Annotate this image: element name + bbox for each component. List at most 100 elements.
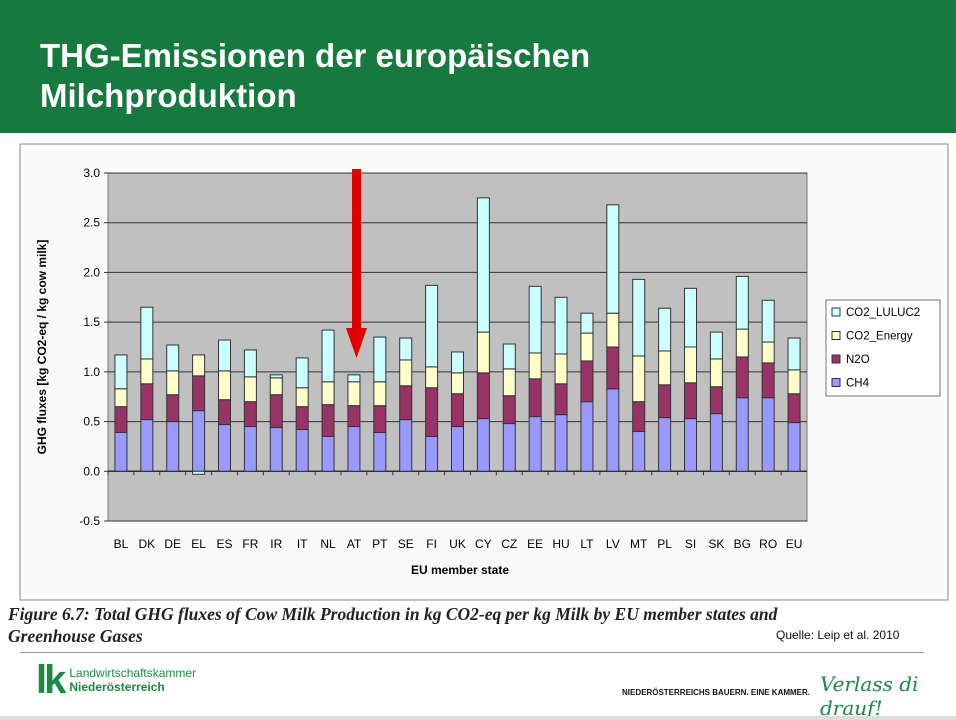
bar-n2o-uk <box>451 393 464 428</box>
bar-co2_luluc2-uk <box>451 351 464 374</box>
x-tick-label: DK <box>138 537 155 551</box>
bar-co2_energy-dk <box>140 358 154 385</box>
slide-title: THG-Emissionen der europäischen Milchpro… <box>40 36 840 116</box>
bar-co2_luluc2-hu <box>554 296 568 355</box>
x-tick-label: LT <box>580 537 594 551</box>
bar-co2_energy-eu <box>787 369 801 395</box>
bar-co2_luluc2-sk <box>709 331 723 360</box>
bar-co2_luluc2-eu <box>787 337 801 371</box>
legend-label: N2O <box>846 354 870 366</box>
title-line-1: THG-Emissionen der europäischen <box>40 37 591 74</box>
bar-n2o-ee <box>528 378 542 418</box>
bar-n2o-pl <box>658 384 672 419</box>
tagline: Verlass di drauf! <box>820 672 919 720</box>
legend-label: CO2_Energy <box>846 331 913 343</box>
bar-n2o-mt <box>632 401 646 433</box>
x-tick-label: RO <box>759 537 777 551</box>
bar-ch4-se <box>399 419 413 472</box>
x-tick-label: AT <box>347 537 362 551</box>
x-tick-label: PT <box>372 537 388 551</box>
figure-caption: Figure 6.7: Total GHG fluxes of Cow Milk… <box>8 603 908 647</box>
bar-co2_luluc2-lt <box>580 312 594 334</box>
x-tick-label: MT <box>630 537 648 551</box>
bar-co2_energy-cy <box>476 331 490 374</box>
bar-ch4-cz <box>502 423 516 472</box>
x-tick-label: FI <box>426 537 437 551</box>
title-line-2: Milchproduktion <box>40 77 297 114</box>
bar-ch4-at <box>347 426 361 472</box>
bar-co2_energy-it <box>295 387 309 408</box>
legend-swatch-co2_energy <box>831 331 841 340</box>
bar-n2o-bl <box>114 406 128 434</box>
legend-swatch-co2_luluc2 <box>831 307 841 317</box>
x-tick-label: IR <box>270 537 282 551</box>
bar-n2o-ir <box>269 394 283 429</box>
bar-co2_luluc2-fi <box>425 284 439 368</box>
bar-co2_energy-de <box>166 370 180 396</box>
x-tick-label: IT <box>297 537 308 551</box>
x-tick-label: EE <box>527 537 543 551</box>
logo-mark: lk <box>36 658 66 702</box>
bar-co2_luluc2-es <box>218 339 231 372</box>
bar-co2_energy-at <box>347 381 361 407</box>
bar-ch4-uk <box>451 426 464 472</box>
bar-co2_luluc2-fr <box>243 349 257 378</box>
bar-co2_energy-cz <box>502 368 516 397</box>
bar-n2o-lt <box>580 360 594 403</box>
bar-co2_luluc2-nl <box>321 329 335 383</box>
x-tick-label: UK <box>449 537 466 551</box>
y-tick-label: -0.5 <box>79 514 100 528</box>
bar-co2_energy-lt <box>580 332 594 362</box>
bar-n2o-cy <box>476 372 490 420</box>
bar-n2o-sk <box>709 386 723 415</box>
bar-co2_energy-lv <box>606 312 620 348</box>
y-tick-label: 2.0 <box>83 265 100 279</box>
bar-n2o-de <box>166 394 180 423</box>
x-tick-label: SK <box>708 537 724 551</box>
bar-ch4-bl <box>114 432 128 472</box>
x-tick-label: BG <box>734 537 751 551</box>
bar-n2o-lv <box>606 346 620 390</box>
bar-n2o-bg <box>735 356 749 399</box>
bar-ch4-el <box>192 410 206 472</box>
bar-ch4-mt <box>632 431 646 472</box>
bottom-bar <box>0 716 956 720</box>
bar-co2_luluc2-bg <box>735 275 749 330</box>
bar-co2_luluc2-bl <box>114 354 128 390</box>
y-tick-label: 3.0 <box>83 166 100 180</box>
y-tick-label: 1.5 <box>83 315 100 329</box>
bar-n2o-el <box>192 375 206 412</box>
bar-co2_energy-fi <box>425 366 439 389</box>
bar-co2_energy-bl <box>114 388 128 408</box>
bar-co2_luluc2-mt <box>632 278 646 357</box>
logo-line-1: Landwirtschaftskammer <box>69 666 197 680</box>
bar-ch4-sk <box>709 413 723 472</box>
bar-ch4-pt <box>373 432 387 472</box>
bar-ch4-pl <box>658 417 672 472</box>
bar-co2_energy-bg <box>735 328 749 358</box>
bar-co2_energy-uk <box>451 372 464 395</box>
bar-n2o-es <box>218 399 231 426</box>
bar-ch4-ir <box>269 427 283 472</box>
bar-n2o-nl <box>321 404 335 437</box>
x-tick-label: CZ <box>501 537 517 551</box>
bar-co2_energy-fr <box>243 376 257 403</box>
bar-co2_energy-es <box>218 370 231 401</box>
legend-swatch-n2o <box>831 354 841 364</box>
y-tick-label: 0.5 <box>83 415 100 429</box>
bar-ch4-bg <box>735 397 749 472</box>
bar-n2o-at <box>347 405 361 428</box>
divider <box>20 652 924 653</box>
legend <box>825 299 941 397</box>
bar-n2o-fr <box>243 401 257 428</box>
highlight-arrow <box>346 169 367 358</box>
bar-co2_energy-ee <box>528 352 542 380</box>
x-tick-label: DE <box>164 537 181 551</box>
title-bar: THG-Emissionen der europäischen Milchpro… <box>0 0 956 133</box>
logo-line-2: Niederösterreich <box>69 680 165 694</box>
bar-co2_luluc2-de <box>166 344 180 372</box>
x-tick-label: ES <box>216 537 232 551</box>
bar-ch4-fi <box>425 435 439 472</box>
bar-co2_energy-se <box>399 359 413 387</box>
slogan: NIEDERÖSTERREICHS BAUERN. EINE KAMMER. <box>622 688 811 697</box>
